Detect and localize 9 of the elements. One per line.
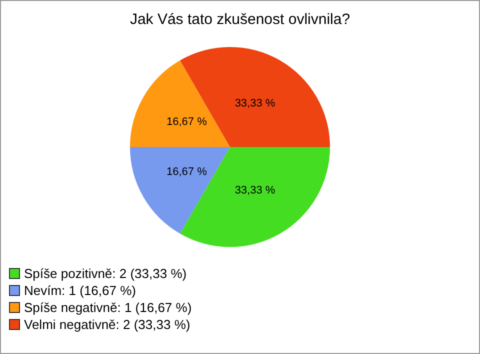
data-label: 16,67 % [166, 116, 208, 128]
legend-label: Nevím: 1 (16,67 %) [24, 283, 136, 298]
legend-label: Velmi negativně: 2 (33,33 %) [24, 317, 190, 332]
data-label: 33,33 % [234, 98, 276, 110]
legend-label: Spíše negativně: 1 (16,67 %) [24, 300, 192, 315]
data-label: 33,33 % [234, 184, 276, 196]
legend-label: Spíše pozitivně: 2 (33,33 %) [24, 266, 187, 281]
data-label: 16,67 % [166, 166, 208, 178]
chart-title: Jak Vás tato zkušenost ovlivnila? [128, 11, 352, 28]
